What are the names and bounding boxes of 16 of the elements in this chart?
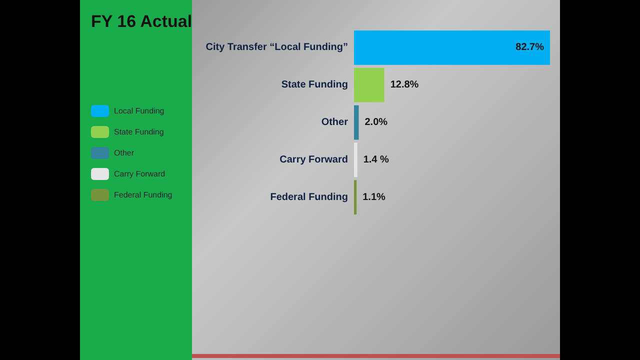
legend-label: Local Funding xyxy=(114,106,164,116)
text: FY 16 Actual xyxy=(91,12,192,31)
y-tick-label: Carry Forward xyxy=(280,154,348,166)
y-tick-label: State Funding xyxy=(281,80,348,91)
y-tick-label: City Transfer “Local Funding” xyxy=(206,42,348,54)
legend-label: State Funding xyxy=(114,128,164,136)
legend-label: Federal Funding xyxy=(114,190,172,200)
data-label: 12.8% xyxy=(390,80,419,91)
data-label: 2.0% xyxy=(364,117,388,128)
y-tick-label: Other xyxy=(321,117,348,128)
data-label: 1.4 % xyxy=(363,154,389,166)
y-tick-label: Federal Funding xyxy=(270,192,348,203)
data-label: 82.7% xyxy=(516,42,544,54)
legend-label: Other xyxy=(114,148,134,158)
data-label: 1.1% xyxy=(362,192,386,203)
legend-label: Carry Forward xyxy=(114,170,166,178)
